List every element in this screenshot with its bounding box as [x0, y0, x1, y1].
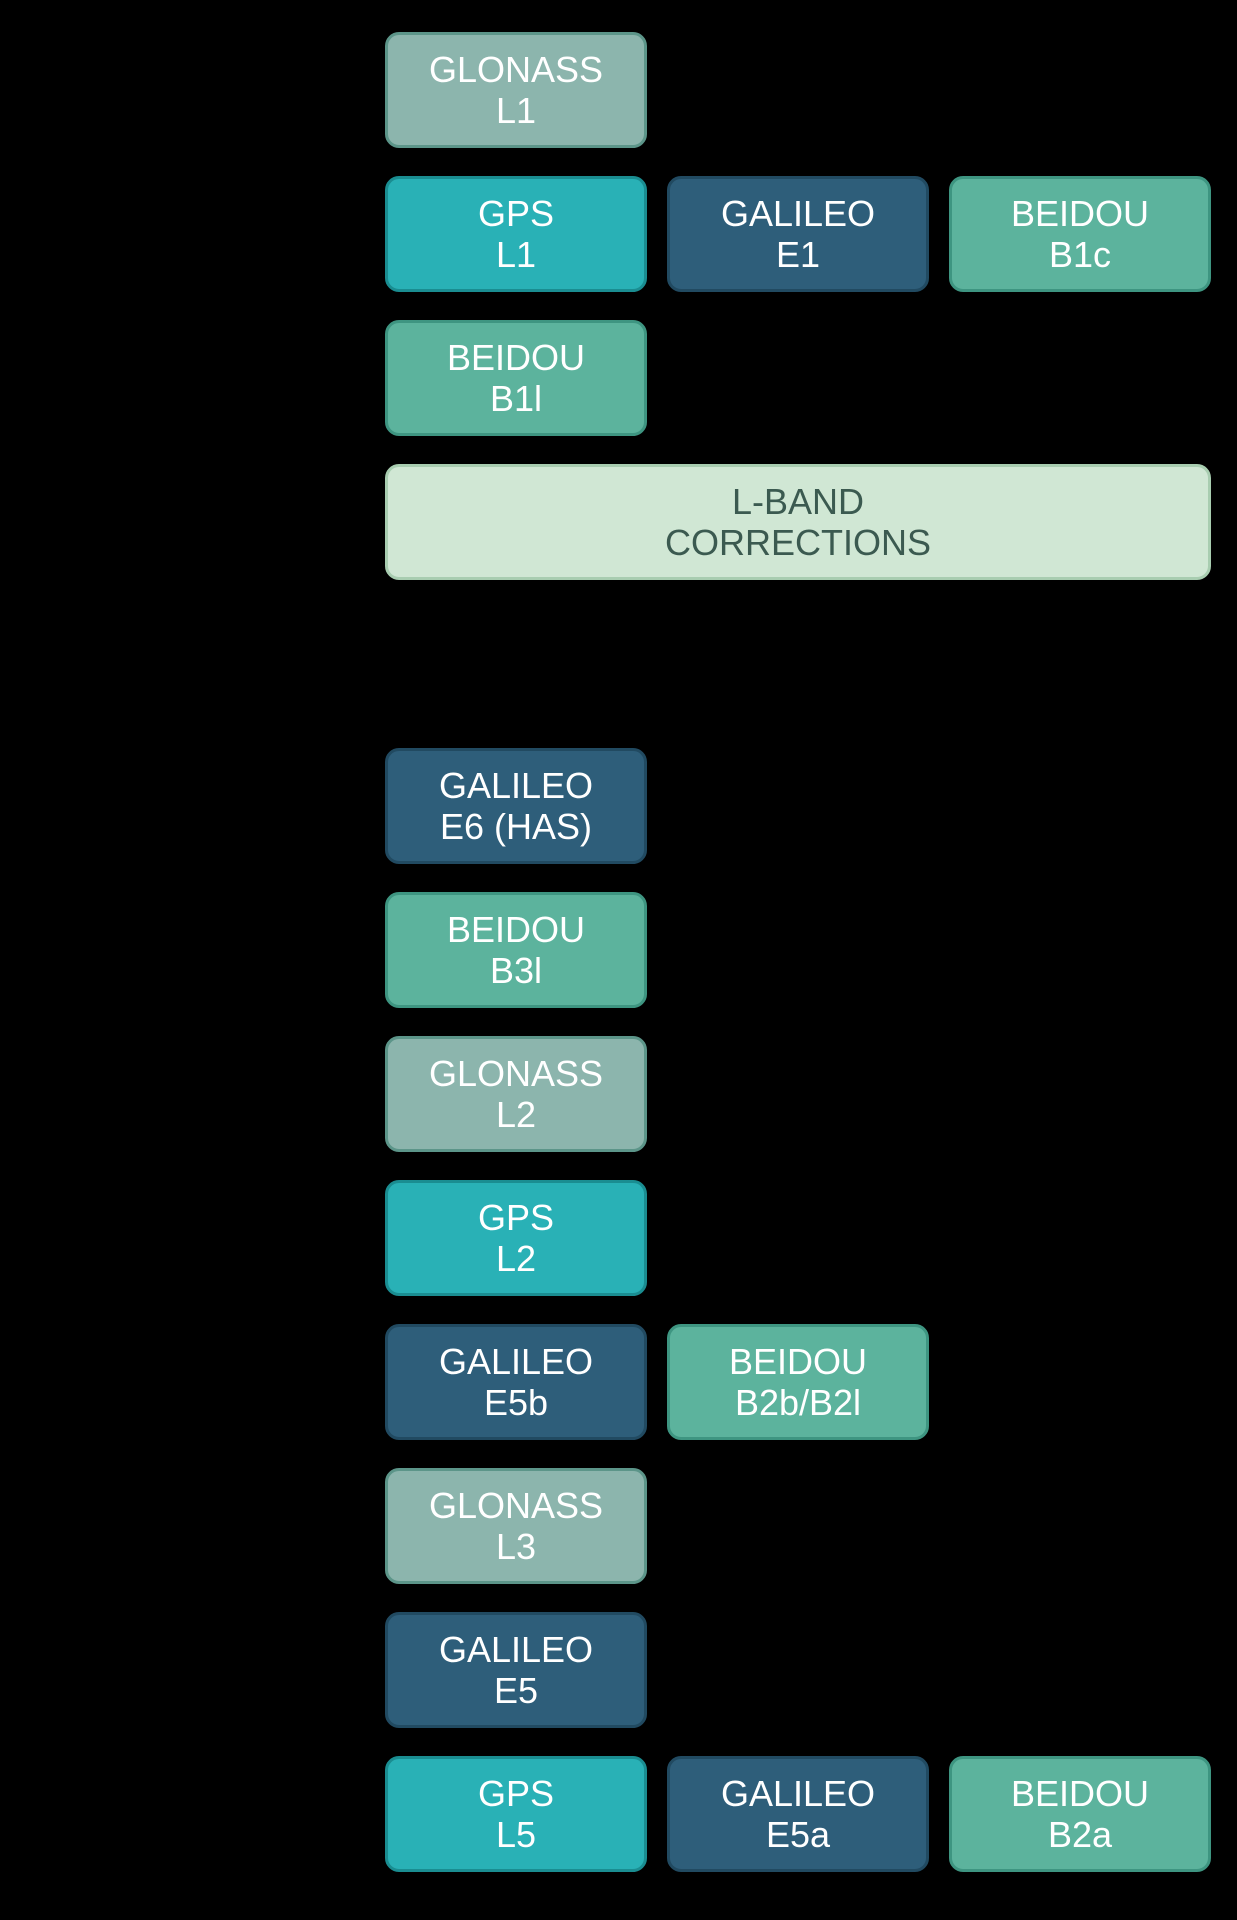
signal-band-label: B2b/B2l [735, 1382, 861, 1423]
signal-band-label: E5b [484, 1382, 548, 1423]
signal-system-label: GPS [478, 1773, 554, 1814]
signal-band-label: B1c [1049, 234, 1111, 275]
signal-band-label: E5a [766, 1814, 830, 1855]
signal-box-gps-l5: GPSL5 [385, 1756, 647, 1872]
signal-band-label: L3 [496, 1526, 536, 1567]
signal-band-label: L2 [496, 1238, 536, 1279]
signal-box-glonass-l1: GLONASSL1 [385, 32, 647, 148]
signal-system-label: L-BAND [732, 481, 864, 522]
signal-system-label: GPS [478, 1197, 554, 1238]
signal-band-label: E1 [776, 234, 820, 275]
signal-box-beidou-b2b: BEIDOUB2b/B2l [667, 1324, 929, 1440]
signal-system-label: BEIDOU [1011, 1773, 1149, 1814]
signal-box-glonass-l3: GLONASSL3 [385, 1468, 647, 1584]
signal-system-label: GLONASS [429, 49, 603, 90]
signal-box-galileo-e6: GALILEOE6 (HAS) [385, 748, 647, 864]
signal-band-label: E6 (HAS) [440, 806, 592, 847]
signal-system-label: GALILEO [721, 1773, 875, 1814]
signal-system-label: GALILEO [439, 765, 593, 806]
signal-box-gps-l1: GPSL1 [385, 176, 647, 292]
signal-box-beidou-b2a: BEIDOUB2a [949, 1756, 1211, 1872]
signal-box-galileo-e5: GALILEOE5 [385, 1612, 647, 1728]
signal-band-label: B1l [490, 378, 542, 419]
signal-box-beidou-b1l: BEIDOUB1l [385, 320, 647, 436]
signal-box-beidou-b3l: BEIDOUB3l [385, 892, 647, 1008]
signal-band-label: E5 [494, 1670, 538, 1711]
signal-system-label: GALILEO [721, 193, 875, 234]
gnss-frequency-diagram: GLONASSL1GPSL1GALILEOE1BEIDOUB1cBEIDOUB1… [0, 0, 1237, 1920]
signal-box-beidou-b1c: BEIDOUB1c [949, 176, 1211, 292]
signal-system-label: GALILEO [439, 1341, 593, 1382]
signal-band-label: L5 [496, 1814, 536, 1855]
signal-box-gps-l2: GPSL2 [385, 1180, 647, 1296]
signal-box-galileo-e5b: GALILEOE5b [385, 1324, 647, 1440]
signal-system-label: BEIDOU [447, 337, 585, 378]
signal-system-label: BEIDOU [1011, 193, 1149, 234]
signal-band-label: L1 [496, 234, 536, 275]
signal-system-label: GLONASS [429, 1053, 603, 1094]
signal-system-label: GALILEO [439, 1629, 593, 1670]
signal-system-label: BEIDOU [447, 909, 585, 950]
signal-band-label: B2a [1048, 1814, 1112, 1855]
signal-system-label: GPS [478, 193, 554, 234]
signal-box-galileo-e1: GALILEOE1 [667, 176, 929, 292]
signal-box-glonass-l2: GLONASSL2 [385, 1036, 647, 1152]
signal-band-label: L2 [496, 1094, 536, 1135]
signal-box-galileo-e5a: GALILEOE5a [667, 1756, 929, 1872]
signal-system-label: BEIDOU [729, 1341, 867, 1382]
signal-system-label: GLONASS [429, 1485, 603, 1526]
signal-band-label: L1 [496, 90, 536, 131]
signal-band-label: CORRECTIONS [665, 522, 931, 563]
signal-band-label: B3l [490, 950, 542, 991]
signal-box-lband: L-BANDCORRECTIONS [385, 464, 1211, 580]
